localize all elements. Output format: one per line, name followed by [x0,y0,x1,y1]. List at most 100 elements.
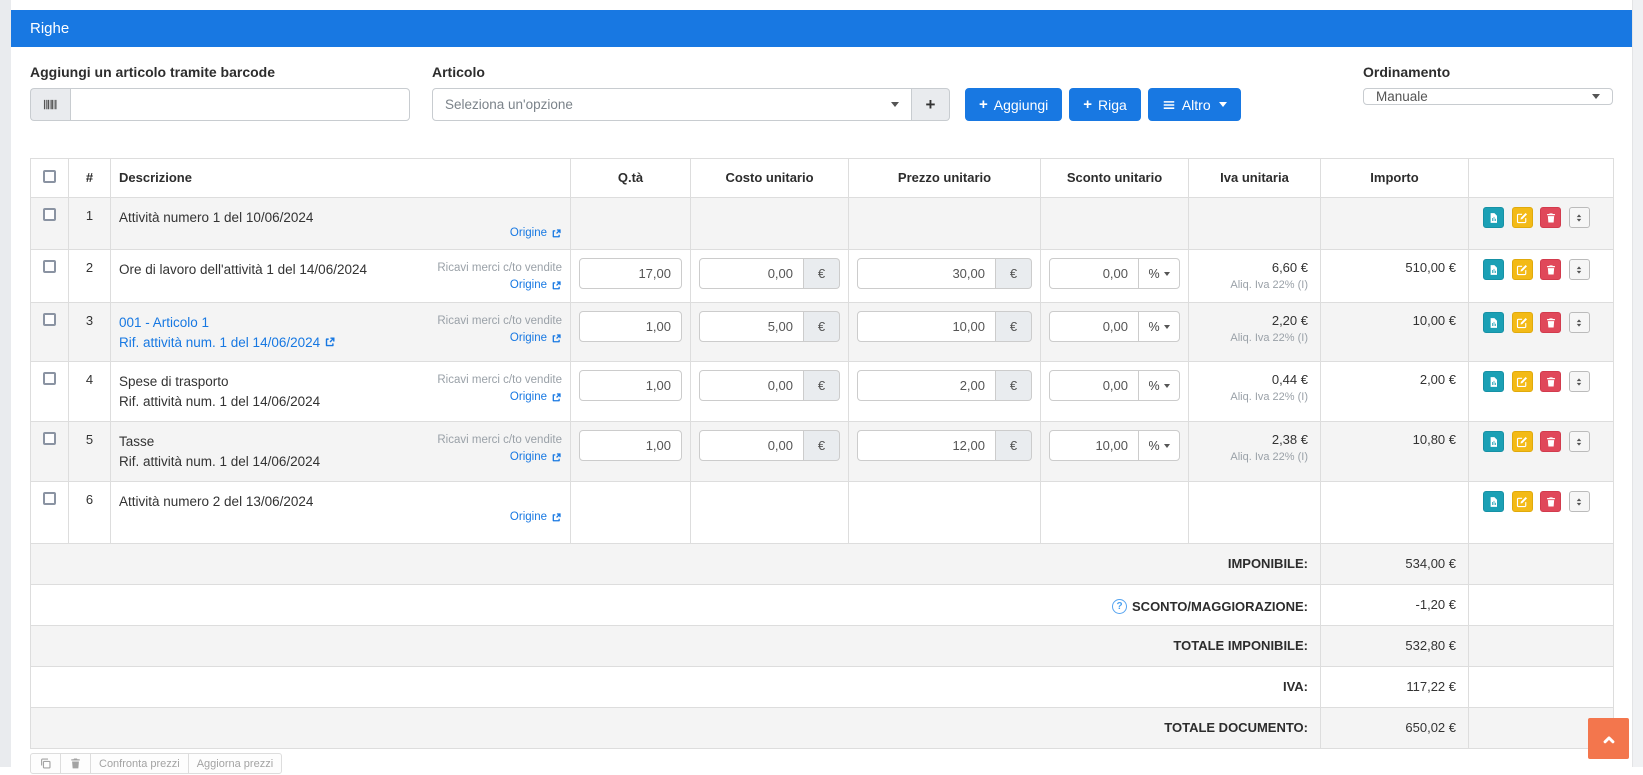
confronta-prezzi-button[interactable]: Confronta prezzi [91,754,189,773]
origine-link[interactable]: Origine [510,225,562,241]
edit-button[interactable] [1511,371,1533,392]
row-account: Ricavi merci c/to vendite [437,315,562,327]
delete-button[interactable] [1540,371,1562,392]
trash-icon [71,758,80,769]
delete-button[interactable] [1540,207,1562,228]
edit-button[interactable] [1511,431,1533,452]
iva-total-value: 117,22 € [1320,666,1469,708]
move-row-button[interactable] [1568,207,1590,228]
ordinamento-select[interactable]: Manuale [1363,88,1613,105]
external-link-icon [552,280,561,289]
row-checkbox[interactable] [43,313,56,326]
add-article-button[interactable]: + [912,88,950,121]
document-button[interactable] [1483,312,1504,333]
origine-link[interactable]: Origine [510,509,562,525]
euro-addon: € [804,311,840,342]
row-checkbox[interactable] [43,492,56,505]
document-icon [1490,496,1497,507]
delete-button[interactable] [1540,491,1562,512]
totale-imponibile-label: TOTALE IMPONIBILE: [30,625,1321,667]
riga-button[interactable]: + Riga [1069,88,1141,121]
qta-input[interactable] [579,370,682,401]
iva-aliquota: Aliq. Iva 22% (I) [1230,279,1308,291]
header-sconto: Sconto unitario [1040,158,1189,198]
qta-input[interactable] [579,430,682,461]
edit-icon [1517,435,1528,447]
edit-button[interactable] [1511,312,1533,333]
duplicate-rows-button[interactable] [31,754,61,773]
delete-rows-button[interactable] [61,754,91,773]
sconto-input[interactable] [1049,430,1139,461]
prezzo-input[interactable] [857,258,996,289]
document-button[interactable] [1483,259,1504,280]
altro-dropdown-button[interactable]: Altro [1147,88,1241,121]
help-icon[interactable]: ? [1112,599,1128,614]
move-row-button[interactable] [1568,259,1590,280]
delete-button[interactable] [1540,312,1562,333]
prezzo-input[interactable] [857,430,996,461]
sconto-input[interactable] [1049,311,1139,342]
external-link-icon [552,228,561,237]
edit-icon [1517,375,1528,387]
origine-link[interactable]: Origine [510,330,562,346]
barcode-input[interactable] [70,88,410,121]
document-button[interactable] [1483,371,1504,392]
iva-aliquota: Aliq. Iva 22% (I) [1230,391,1308,403]
sconto-input[interactable] [1049,370,1139,401]
sconto-maggiorazione-value: -1,20 € [1320,584,1469,626]
move-row-button[interactable] [1568,371,1590,392]
document-button[interactable] [1483,431,1504,452]
row-number: 2 [68,249,111,303]
costo-input[interactable] [699,430,804,461]
prezzo-input[interactable] [857,370,996,401]
row-number: 6 [68,481,111,544]
row-checkbox[interactable] [43,432,56,445]
origine-link[interactable]: Origine [510,449,562,465]
barcode-label: Aggiungi un articolo tramite barcode [30,64,276,80]
sconto-unit-dropdown[interactable]: % [1138,430,1180,461]
importo-value: 10,80 € [1320,421,1469,482]
delete-button[interactable] [1540,259,1562,280]
document-button[interactable] [1483,491,1504,512]
aggiorna-prezzi-button[interactable]: Aggiorna prezzi [189,754,281,773]
scroll-to-top-button[interactable] [1588,718,1629,759]
origine-link[interactable]: Origine [510,277,562,293]
articolo-select[interactable]: Seleziona un'opzione [432,88,912,121]
row-checkbox[interactable] [43,260,56,273]
costo-input[interactable] [699,258,804,289]
origine-link[interactable]: Origine [510,389,562,405]
edit-button[interactable] [1511,259,1533,280]
chevron-down-icon [1163,324,1170,329]
table-row: 3 001 - Articolo 1 Rif. attività num. 1 … [30,302,1614,362]
select-all-checkbox[interactable] [43,170,56,183]
sconto-unit-dropdown[interactable]: % [1138,311,1180,342]
totale-imponibile-value: 532,80 € [1320,625,1469,667]
edit-button[interactable] [1511,491,1533,512]
importo-value: 510,00 € [1320,249,1469,303]
row-account [510,492,562,508]
row-checkbox[interactable] [43,208,56,221]
panel-title: Righe [30,20,70,37]
costo-input[interactable] [699,311,804,342]
prezzo-input[interactable] [857,311,996,342]
row-checkbox[interactable] [43,372,56,385]
sconto-input[interactable] [1049,258,1139,289]
chevron-down-icon [1218,102,1227,107]
sconto-unit-dropdown[interactable]: % [1138,258,1180,289]
aggiungi-button[interactable]: + Aggiungi [965,88,1063,121]
move-row-button[interactable] [1568,431,1590,452]
article-link[interactable]: 001 - Articolo 1 [119,315,210,330]
move-row-button[interactable] [1568,491,1590,512]
vertical-scrollbar[interactable] [1632,0,1643,767]
edit-button[interactable] [1511,207,1533,228]
sconto-unit-dropdown[interactable]: % [1138,370,1180,401]
sort-arrows-icon [1577,377,1582,386]
move-row-button[interactable] [1568,312,1590,333]
rif-attivita-link[interactable]: Rif. attività num. 1 del 14/06/2024 [119,335,336,350]
document-button[interactable] [1483,207,1504,228]
importo-value: 10,00 € [1320,302,1469,362]
qta-input[interactable] [579,258,682,289]
qta-input[interactable] [579,311,682,342]
costo-input[interactable] [699,370,804,401]
delete-button[interactable] [1540,431,1562,452]
